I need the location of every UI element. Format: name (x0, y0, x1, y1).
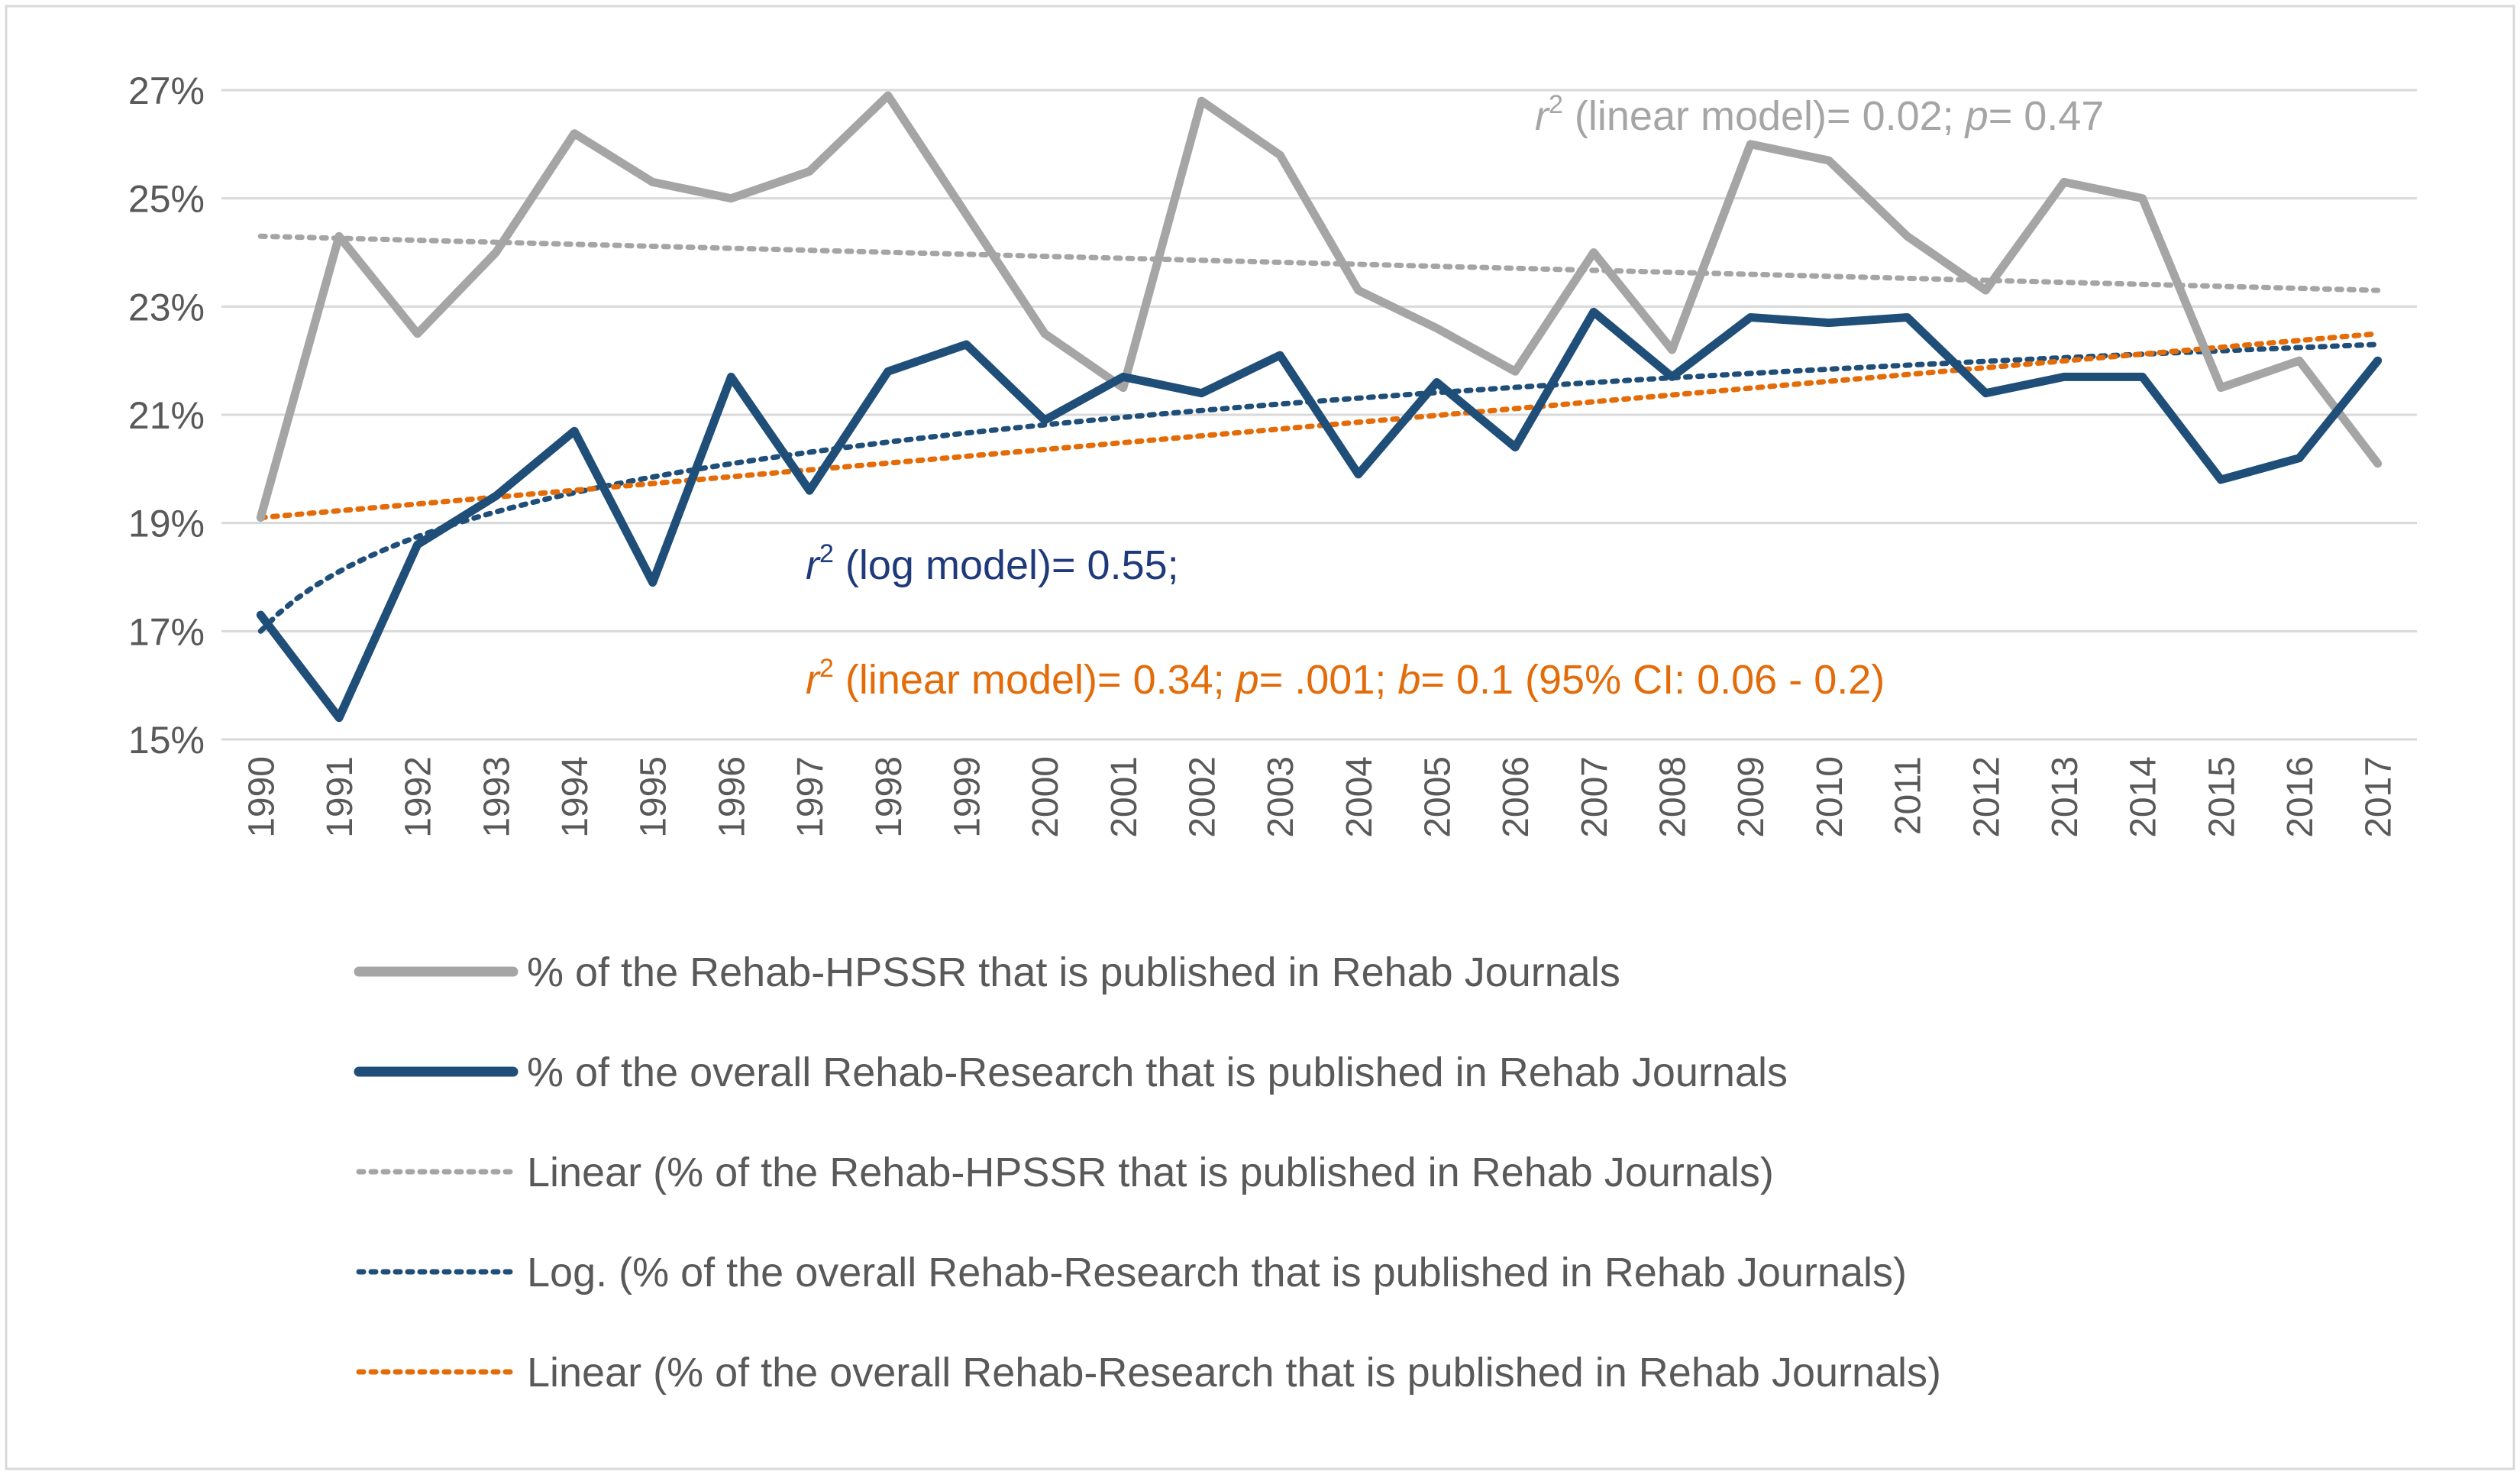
x-tick-label-0: 1990 (241, 756, 282, 838)
y-tick-label-1: 17% (128, 610, 205, 653)
x-tick-label-17: 2007 (1575, 756, 1615, 838)
series-line-1 (256, 307, 2383, 723)
annotation-overall-linear-part-3: p (1235, 657, 1259, 703)
x-tick-label-23: 2013 (2045, 756, 2085, 838)
x-tick-label-10: 2000 (1026, 756, 1066, 838)
annotation-overall-linear-part-0: r (806, 657, 821, 703)
trendline-2 (257, 331, 2381, 521)
annotation-overall-log: r2 (log model)= 0.55; (806, 539, 1179, 588)
x-tick-label-22: 2012 (1966, 756, 2007, 838)
x-tick-label-27: 2017 (2359, 756, 2399, 838)
annotation-hpssr-linear-part-0: r (1535, 93, 1550, 139)
annotation-overall-linear-part-4: = .001; (1259, 657, 1398, 703)
x-tick-label-2: 1992 (399, 756, 439, 838)
legend-label-1: % of the overall Rehab-Research that is … (527, 1050, 1788, 1095)
x-tick-label-9: 1999 (947, 756, 987, 838)
annotation-hpssr-linear-part-3: p (1964, 93, 1989, 139)
annotation-overall-log-part-2: (log model)= 0.55; (834, 542, 1179, 588)
annotation-overall-log-part-1: 2 (819, 539, 834, 568)
trendline-0 (257, 233, 2381, 293)
x-tick-label-7: 1997 (790, 756, 831, 838)
x-tick-label-26: 2016 (2280, 756, 2321, 838)
x-tick-label-24: 2014 (2124, 756, 2164, 838)
annotation-overall-linear: r2 (linear model)= 0.34; p= .001; b= 0.1… (806, 654, 1885, 703)
series-line-0 (256, 91, 2383, 522)
y-tick-label-5: 25% (128, 178, 205, 221)
x-tick-label-12: 2002 (1182, 756, 1223, 838)
annotation-overall-linear-part-1: 2 (819, 654, 834, 683)
annotation-overall-linear-part-6: = 0.1 (95% CI: 0.06 - 0.2) (1420, 657, 1885, 703)
x-tick-label-8: 1998 (869, 756, 909, 838)
x-tick-label-4: 1994 (555, 756, 596, 838)
annotation-overall-log-part-0: r (806, 542, 821, 588)
annotation-overall-linear-part-2: (linear model)= 0.34; (834, 657, 1236, 703)
chart-border (5, 5, 2515, 1470)
x-tick-label-11: 2001 (1104, 756, 1145, 838)
annotation-hpssr-linear: r2 (linear model)= 0.02; p= 0.47 (1535, 90, 2104, 139)
x-tick-label-20: 2010 (1810, 756, 1850, 838)
x-tick-label-3: 1993 (477, 756, 517, 838)
x-tick-label-13: 2003 (1261, 756, 1301, 838)
y-tick-label-0: 15% (128, 719, 205, 762)
x-tick-label-18: 2008 (1653, 756, 1694, 838)
x-tick-label-5: 1995 (634, 756, 674, 838)
x-axis-tick-labels: 1990 1991 1992 1993 1994 1995 1996 1997 1998 1999… (241, 756, 2399, 838)
y-tick-label-4: 23% (128, 286, 205, 328)
legend-label-0: % of the Rehab-HPSSR that is published i… (527, 949, 1620, 995)
data-series (256, 91, 2383, 723)
x-tick-label-16: 2006 (1496, 756, 1536, 838)
annotation-hpssr-linear-part-1: 2 (1549, 90, 1563, 119)
annotation-hpssr-linear-part-2: (linear model)= 0.02; (1563, 93, 1966, 139)
y-tick-label-3: 21% (128, 394, 205, 437)
y-axis-tick-labels: 15% 17% 19% 21% 23% 25% 27% (128, 70, 205, 762)
x-tick-label-25: 2015 (2202, 756, 2242, 838)
legend-label-2: Linear (% of the Rehab-HPSSR that is pub… (527, 1150, 1774, 1195)
legend-label-4: Linear (% of the overall Rehab-Research … (527, 1350, 1941, 1396)
y-tick-label-2: 19% (128, 503, 205, 545)
annotation-overall-linear-part-5: b (1397, 657, 1420, 703)
x-tick-label-14: 2004 (1339, 756, 1380, 838)
x-tick-label-6: 1996 (712, 756, 752, 838)
trendlines (257, 233, 2381, 634)
x-tick-label-19: 2009 (1731, 756, 1772, 838)
x-tick-label-1: 1991 (320, 756, 360, 838)
legend-label-3: Log. (% of the overall Rehab-Research th… (527, 1250, 1907, 1295)
x-tick-label-21: 2011 (1888, 756, 1929, 835)
trendline-1 (257, 341, 2381, 634)
x-tick-label-15: 2005 (1418, 756, 1459, 838)
legend: % of the Rehab-HPSSR that is published i… (354, 949, 1941, 1396)
y-tick-label-6: 27% (128, 70, 205, 112)
annotation-hpssr-linear-part-4: = 0.47 (1989, 93, 2105, 139)
